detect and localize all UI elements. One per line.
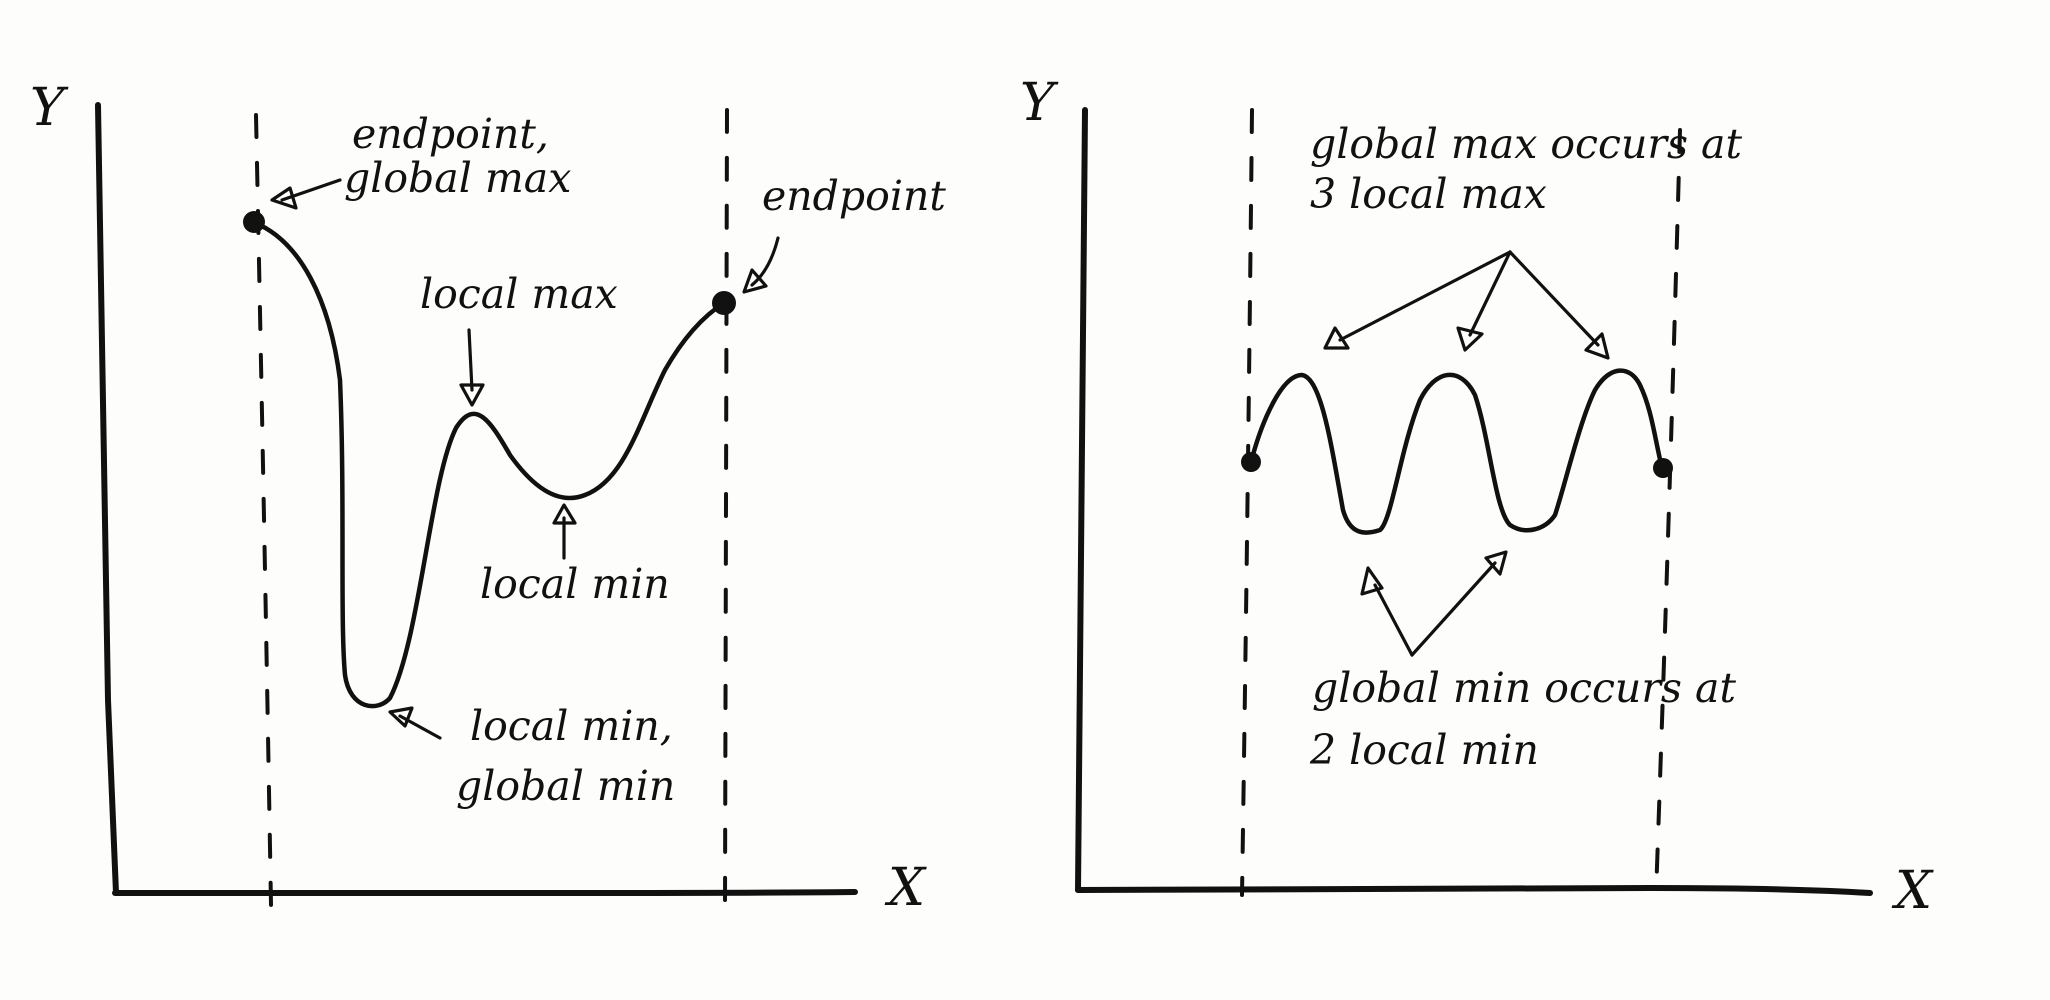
global-max-label-2: 3 local max (1310, 170, 1547, 218)
global-min-arrows (1360, 550, 1508, 657)
left-function-curve (250, 219, 727, 709)
right-interval-start-line (1240, 108, 1254, 897)
endpoint-right-label: endpoint (762, 172, 946, 220)
global-max-arrows (1323, 250, 1610, 360)
right-end-dot (1653, 458, 1673, 478)
local-min-arrow (552, 503, 577, 560)
left-x-axis (112, 889, 858, 896)
right-panel: Y X global max occurs at 3 local max gl (1020, 73, 1934, 921)
right-y-axis-label: Y (1020, 73, 1059, 133)
local-max-arrow (459, 328, 485, 407)
right-start-dot (1241, 452, 1261, 472)
left-y-axis (95, 102, 119, 896)
left-panel: Y X endpoint, globa (30, 78, 946, 918)
right-interval-end-line (1654, 128, 1682, 897)
left-interval-end-line (723, 108, 729, 907)
local-max-label: local max (420, 270, 618, 318)
local-min-global-min-label-2: global min (456, 762, 675, 810)
right-endpoint-dot (712, 291, 736, 315)
global-max-label-1: global max occurs at (1310, 120, 1742, 168)
right-function-curve (1248, 368, 1665, 535)
right-x-axis-label: X (1891, 861, 1934, 921)
left-x-axis-label: X (884, 858, 927, 918)
endpoint-global-max-arrow (270, 178, 342, 210)
left-interval-start-line (254, 113, 273, 907)
right-y-axis (1075, 107, 1088, 893)
global-min-label-1: global min occurs at (1312, 664, 1736, 712)
right-x-axis (1075, 885, 1873, 896)
endpoint-global-max-label-2: global max (344, 154, 571, 202)
left-y-axis-label: Y (30, 78, 69, 138)
local-min-global-min-label-1: local min, (470, 702, 673, 750)
endpoint-global-max-label-1: endpoint, (352, 110, 549, 158)
global-min-label-2: 2 local min (1309, 726, 1539, 774)
endpoint-right-arrow (742, 236, 780, 294)
left-endpoint-dot (243, 211, 265, 233)
local-min-global-min-arrow (388, 706, 442, 740)
local-min-label: local min (480, 560, 670, 608)
